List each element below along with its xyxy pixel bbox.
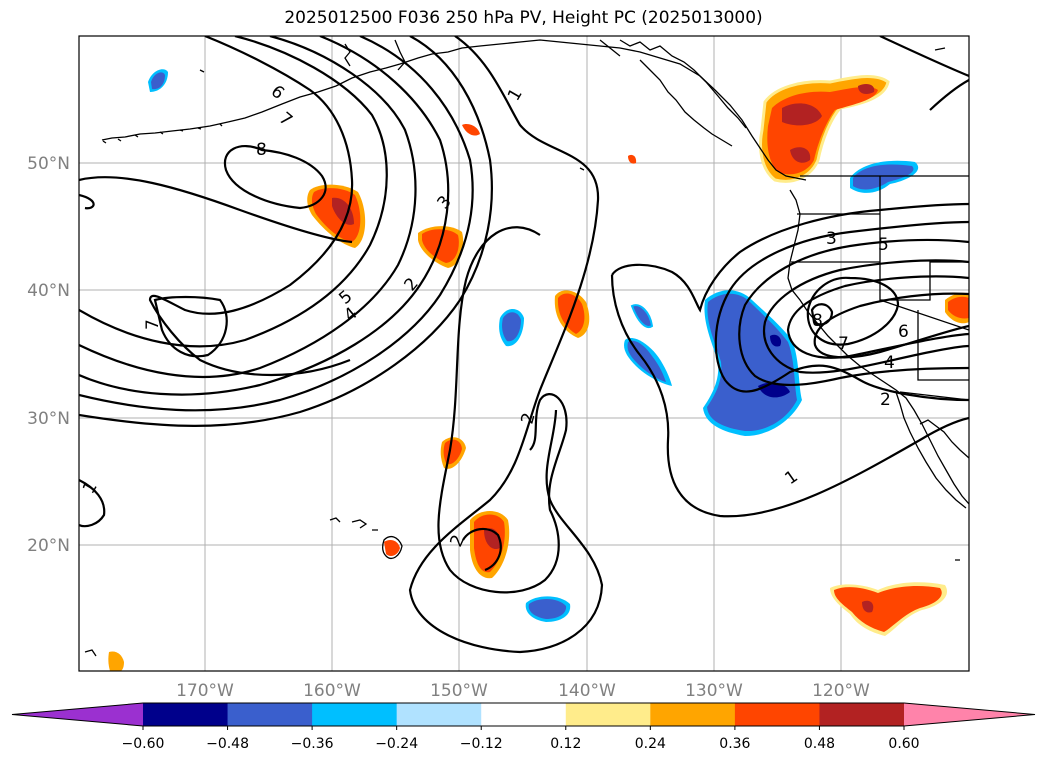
colorbar-tick-label: 0.24 bbox=[635, 736, 666, 752]
contour-5 bbox=[79, 36, 417, 379]
contour-3-east bbox=[738, 238, 969, 386]
colorbar-bin bbox=[396, 703, 482, 726]
lon-label: 150°W bbox=[430, 681, 488, 701]
contour-2-central bbox=[437, 226, 568, 594]
colorbar-bin bbox=[481, 703, 567, 726]
height-contours bbox=[79, 36, 969, 654]
contour-4-east bbox=[762, 259, 969, 374]
contour-1 bbox=[408, 36, 604, 654]
colorbar-tick-label: 0.36 bbox=[719, 736, 750, 752]
lon-label: 170°W bbox=[176, 681, 234, 701]
pv-shading bbox=[108, 69, 969, 671]
contour-label: 2 bbox=[880, 390, 891, 410]
colorbar-tick-label: −0.36 bbox=[291, 736, 334, 752]
colorbar-bin bbox=[565, 703, 651, 726]
contour-7-east bbox=[806, 276, 900, 346]
lon-label: 130°W bbox=[685, 681, 743, 701]
contour-1-east bbox=[610, 274, 969, 518]
coastlines bbox=[84, 39, 969, 657]
contour-8-east bbox=[810, 303, 834, 326]
lat-label: 40°N bbox=[27, 281, 70, 301]
colorbar-tick-label: 0.12 bbox=[550, 736, 581, 752]
gridlines bbox=[79, 36, 969, 671]
pv-blob-small-1 bbox=[462, 124, 480, 136]
map-background bbox=[79, 36, 969, 671]
contour-label: 2 bbox=[518, 411, 540, 427]
colorbar-bin bbox=[143, 703, 229, 726]
contour-3 bbox=[79, 36, 474, 412]
colorbar-bin bbox=[734, 703, 820, 726]
colorbar-under-extension bbox=[12, 703, 143, 726]
colorbar-tick-label: −0.24 bbox=[375, 736, 418, 752]
contour-label: 5 bbox=[878, 235, 889, 255]
colorbar-bin bbox=[312, 703, 398, 726]
map-frame bbox=[78, 35, 970, 672]
map-title: 2025012500 F036 250 hPa PV, Height PC (2… bbox=[284, 8, 763, 28]
lat-label: 30°N bbox=[27, 409, 70, 429]
contour-label: 8 bbox=[256, 140, 267, 160]
contour-label: 7 bbox=[143, 319, 163, 330]
contour-label: 3 bbox=[826, 229, 837, 249]
pv-blob-small-3 bbox=[108, 651, 124, 671]
colorbar: −0.60 −0.48 −0.36 −0.24 −0.12 0.12 0.24 0.36 0.4… bbox=[11, 702, 1036, 752]
colorbar-tick-label: 0.60 bbox=[888, 736, 919, 752]
colorbar-bin bbox=[819, 703, 905, 726]
contour-label: 7 bbox=[838, 334, 849, 354]
lat-label: 50°N bbox=[27, 154, 70, 174]
colorbar-tick-label: −0.12 bbox=[460, 736, 503, 752]
pv-blob-157w-south bbox=[384, 540, 400, 556]
pv-neg-135w bbox=[630, 304, 654, 328]
colorbar-bin bbox=[227, 703, 313, 726]
contour-7-west bbox=[148, 36, 354, 377]
lon-label: 140°W bbox=[558, 681, 616, 701]
pv-blob-small-2 bbox=[628, 154, 637, 164]
latitude-labels: 50°N 40°N 30°N 20°N bbox=[27, 154, 70, 556]
contour-6 bbox=[79, 36, 388, 348]
contour-2-inner bbox=[462, 527, 502, 572]
contour-2-east bbox=[714, 220, 969, 402]
contour-4 bbox=[79, 36, 450, 396]
colorbar-bin bbox=[650, 703, 736, 726]
colorbar-tick-label: −0.48 bbox=[206, 736, 249, 752]
lon-label: 160°W bbox=[303, 681, 361, 701]
contour-7-loop bbox=[153, 295, 228, 358]
colorbar-over-extension bbox=[904, 703, 1035, 726]
lon-label: 120°W bbox=[812, 681, 870, 701]
contour-label: 8 bbox=[812, 311, 823, 331]
longitude-labels: 170°W 160°W 150°W 140°W 130°W 120°W bbox=[176, 681, 870, 701]
colorbar-tick-label: 0.48 bbox=[804, 736, 835, 752]
contour-label: 6 bbox=[898, 322, 909, 342]
contour-label: 4 bbox=[884, 353, 895, 373]
contour-1-sw bbox=[79, 479, 106, 528]
contour-8-west bbox=[223, 145, 327, 210]
colorbar-tick-label: −0.60 bbox=[122, 736, 165, 752]
lat-label: 20°N bbox=[27, 536, 70, 556]
contour-2 bbox=[79, 36, 493, 427]
